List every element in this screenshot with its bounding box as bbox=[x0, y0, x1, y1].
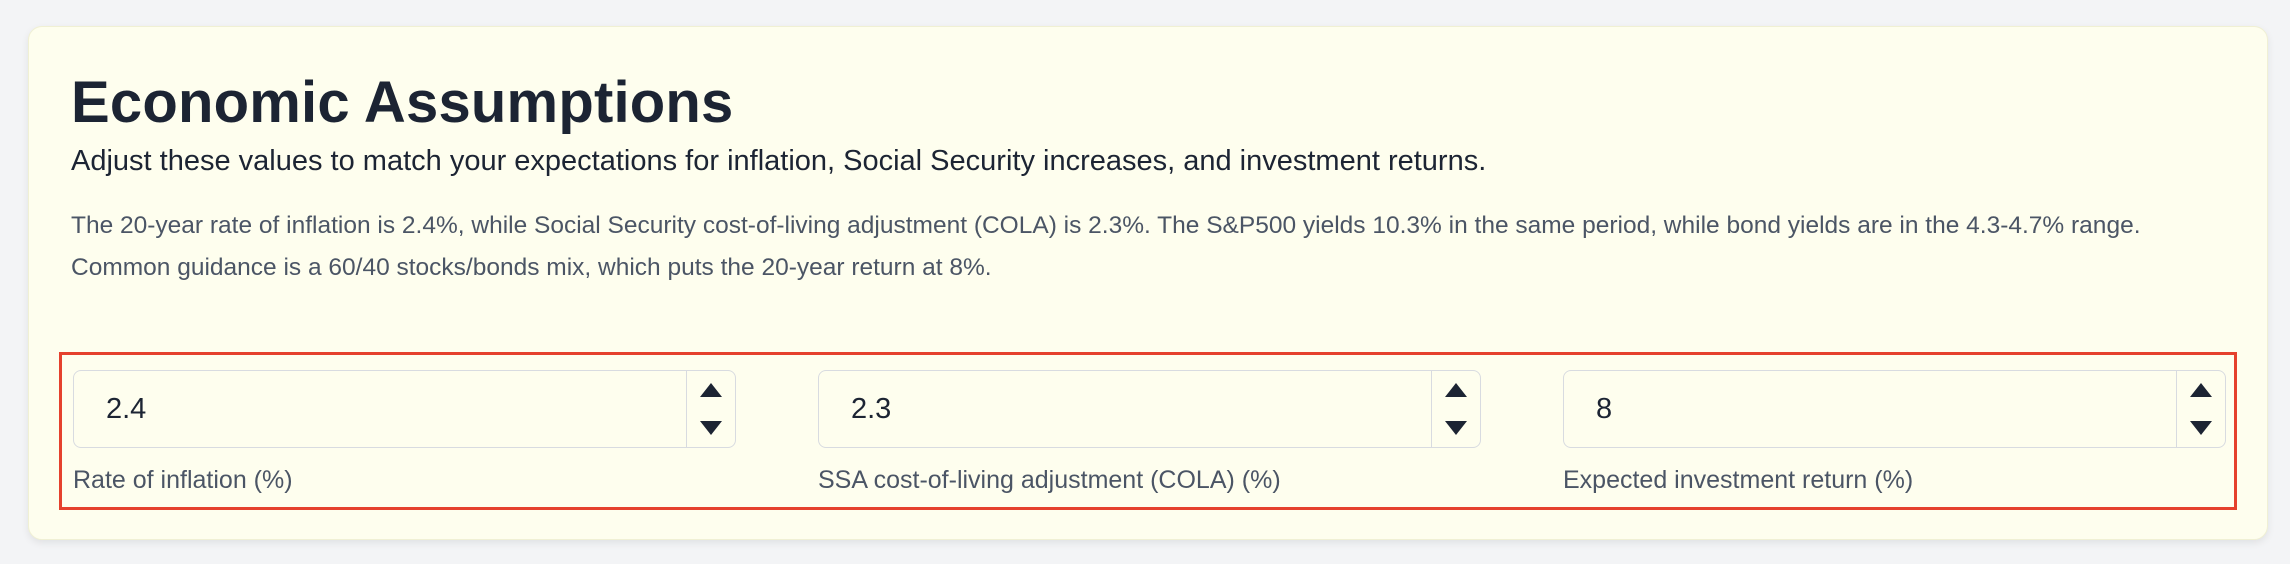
triangle-up-icon bbox=[2190, 383, 2212, 397]
investment-return-decrement-button[interactable] bbox=[2177, 409, 2225, 447]
cola-label: SSA cost-of-living adjustment (COLA) (%) bbox=[818, 466, 1281, 494]
economic-assumptions-card: Economic Assumptions Adjust these values… bbox=[28, 26, 2268, 540]
section-title: Economic Assumptions bbox=[71, 70, 734, 135]
investment-return-field: 8 Expected investment return (%) bbox=[1563, 370, 2226, 495]
cola-number-input[interactable]: 2.3 bbox=[818, 370, 1481, 448]
inflation-decrement-button[interactable] bbox=[687, 409, 735, 447]
triangle-down-icon bbox=[1445, 421, 1467, 435]
cola-stepper bbox=[1431, 371, 1480, 447]
cola-decrement-button[interactable] bbox=[1432, 409, 1480, 447]
section-subtitle: Adjust these values to match your expect… bbox=[71, 145, 1487, 177]
inflation-label: Rate of inflation (%) bbox=[73, 466, 293, 494]
cola-field: 2.3 SSA cost-of-living adjustment (COLA)… bbox=[818, 370, 1481, 495]
cola-value[interactable]: 2.3 bbox=[851, 393, 892, 425]
inflation-stepper bbox=[686, 371, 735, 447]
inflation-value[interactable]: 2.4 bbox=[106, 393, 147, 425]
inflation-increment-button[interactable] bbox=[687, 371, 735, 409]
triangle-down-icon bbox=[2190, 421, 2212, 435]
triangle-up-icon bbox=[700, 383, 722, 397]
section-description: The 20-year rate of inflation is 2.4%, w… bbox=[71, 212, 2141, 281]
inflation-number-input[interactable]: 2.4 bbox=[73, 370, 736, 448]
cola-increment-button[interactable] bbox=[1432, 371, 1480, 409]
investment-return-stepper bbox=[2176, 371, 2225, 447]
assumption-inputs-region: 2.4 Rate of inflation (%) 2.3 bbox=[59, 352, 2237, 510]
investment-return-label: Expected investment return (%) bbox=[1563, 466, 1914, 494]
investment-return-increment-button[interactable] bbox=[2177, 371, 2225, 409]
inflation-field: 2.4 Rate of inflation (%) bbox=[73, 370, 736, 495]
triangle-down-icon bbox=[700, 421, 722, 435]
investment-return-value[interactable]: 8 bbox=[1596, 393, 1613, 425]
triangle-up-icon bbox=[1445, 383, 1467, 397]
investment-return-number-input[interactable]: 8 bbox=[1563, 370, 2226, 448]
